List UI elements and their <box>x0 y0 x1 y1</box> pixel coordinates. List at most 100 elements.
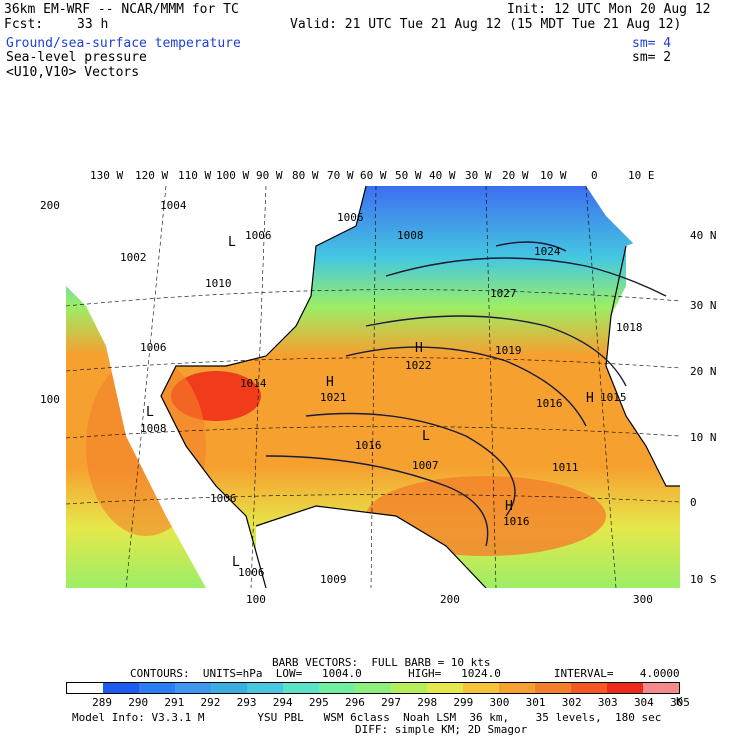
scale-label: 292 <box>200 696 221 709</box>
scale-label: 305 <box>670 696 690 709</box>
lon-label: 120 W <box>135 169 169 182</box>
pressure-label: 1016 <box>503 515 530 528</box>
scale-label: 297 <box>381 696 401 709</box>
low-center: L <box>422 429 430 444</box>
model-title: 36km EM-WRF -- NCAR/MMM for TC <box>4 2 239 17</box>
land-europe <box>586 186 680 246</box>
scale-swatch <box>391 683 427 693</box>
field-sst: Ground/sea-surface temperature <box>6 36 241 51</box>
scale-swatch <box>427 683 463 693</box>
pressure-label: 1002 <box>120 251 147 264</box>
pressure-label: 1004 <box>160 199 187 212</box>
lon-label: 60 W <box>360 169 387 182</box>
scale-label: 295 <box>308 696 329 709</box>
weather-map <box>66 186 680 588</box>
lon-label: 80 W <box>292 169 319 182</box>
scale-label: 300 <box>489 696 510 709</box>
pressure-label: 1006 <box>140 341 167 354</box>
scale-label: 299 <box>453 696 474 709</box>
pressure-label: 1009 <box>320 573 347 586</box>
scale-label: 304 <box>633 696 654 709</box>
field-slp: Sea-level pressure <box>6 50 147 65</box>
lon-label: 90 W <box>256 169 283 182</box>
lon-label: 30 W <box>465 169 492 182</box>
barb-vectors-info: BARB VECTORS: FULL BARB = 10 kts <box>272 656 491 669</box>
lon-label: 20 W <box>502 169 529 182</box>
lon-label: 50 W <box>395 169 422 182</box>
high-center: H <box>415 341 423 356</box>
high-center: H <box>586 391 594 406</box>
scale-swatch <box>535 683 571 693</box>
lon-label: 40 W <box>429 169 456 182</box>
lon-label: 110 W <box>178 169 212 182</box>
lon-label: 70 W <box>327 169 354 182</box>
graticule <box>66 186 680 588</box>
fcst-value: 33 h <box>77 17 109 32</box>
scale-label: 302 <box>561 696 582 709</box>
lon-label: 130 W <box>90 169 124 182</box>
pressure-label: 1027 <box>490 287 517 300</box>
y-label: 100 <box>40 393 60 406</box>
scale-label: 294 <box>272 696 293 709</box>
lat-label: 10 N <box>690 431 717 444</box>
lon-label: 0 <box>591 169 598 182</box>
pressure-label: 1021 <box>320 391 347 404</box>
pressure-label: 1011 <box>552 461 579 474</box>
scale-swatch <box>607 683 643 693</box>
scale-unit: K <box>676 695 683 708</box>
scale-swatch <box>139 683 175 693</box>
isobars <box>265 241 667 547</box>
scale-swatch <box>355 683 391 693</box>
high-center: H <box>505 499 513 514</box>
pressure-label: 1008 <box>140 422 167 435</box>
low-center: L <box>232 555 240 570</box>
pressure-label: 1022 <box>405 359 432 372</box>
lat-label: 0 <box>690 496 697 509</box>
low-center: L <box>228 235 236 250</box>
scale-swatch <box>643 683 679 693</box>
field-sst-sm: sm= 4 <box>632 36 672 51</box>
field-vectors: <U10,V10> Vectors <box>6 65 140 80</box>
scale-swatch <box>211 683 247 693</box>
low-center: L <box>146 405 154 420</box>
field-slp-sm: sm= 2 <box>632 50 672 65</box>
lat-label: 20 N <box>690 365 717 378</box>
scale-swatch <box>283 683 319 693</box>
init-time: Init: 12 UTC Mon 20 Aug 12 <box>507 2 711 17</box>
temperature-color-scale <box>66 682 680 694</box>
pressure-label: 1006 <box>238 566 265 579</box>
scale-label: 301 <box>525 696 546 709</box>
lon-label: 10 W <box>540 169 567 182</box>
model-info-diff: DIFF: simple KM; 2D Smagor <box>355 723 528 736</box>
land-africa <box>606 226 680 486</box>
x-label: 100 <box>246 593 266 606</box>
lon-label: 10 E <box>628 169 655 182</box>
y-label: 200 <box>40 199 60 212</box>
scale-swatch <box>175 683 211 693</box>
contours-info: CONTOURS: UNITS=hPa LOW= 1004.0 HIGH= 10… <box>130 667 680 680</box>
scale-swatch <box>499 683 535 693</box>
scale-label: 291 <box>164 696 185 709</box>
pressure-label: 1016 <box>536 397 563 410</box>
land-south-america <box>256 506 486 588</box>
scale-swatch <box>103 683 139 693</box>
land-north-america <box>66 186 366 588</box>
lat-label: 40 N <box>690 229 717 242</box>
model-info: Model Info: V3.3.1 M YSU PBL WSM 6class … <box>72 711 662 724</box>
scale-swatch <box>67 683 103 693</box>
pressure-label: 1010 <box>205 277 232 290</box>
lon-label: 100 W <box>216 169 250 182</box>
scale-swatch <box>319 683 355 693</box>
valid-time: Valid: 21 UTC Tue 21 Aug 12 (15 MDT Tue … <box>290 17 682 32</box>
pressure-label: 1024 <box>534 245 561 258</box>
scale-label: 289 <box>92 696 113 709</box>
scale-swatch <box>247 683 283 693</box>
scale-label: 298 <box>417 696 438 709</box>
pressure-label: 1006 <box>210 492 237 505</box>
x-label: 300 <box>633 593 653 606</box>
pressure-label: 1006 <box>245 229 272 242</box>
scale-swatch <box>571 683 607 693</box>
lat-label: 30 N <box>690 299 717 312</box>
fcst-label: Fcst: <box>4 17 44 32</box>
scale-swatch <box>463 683 499 693</box>
